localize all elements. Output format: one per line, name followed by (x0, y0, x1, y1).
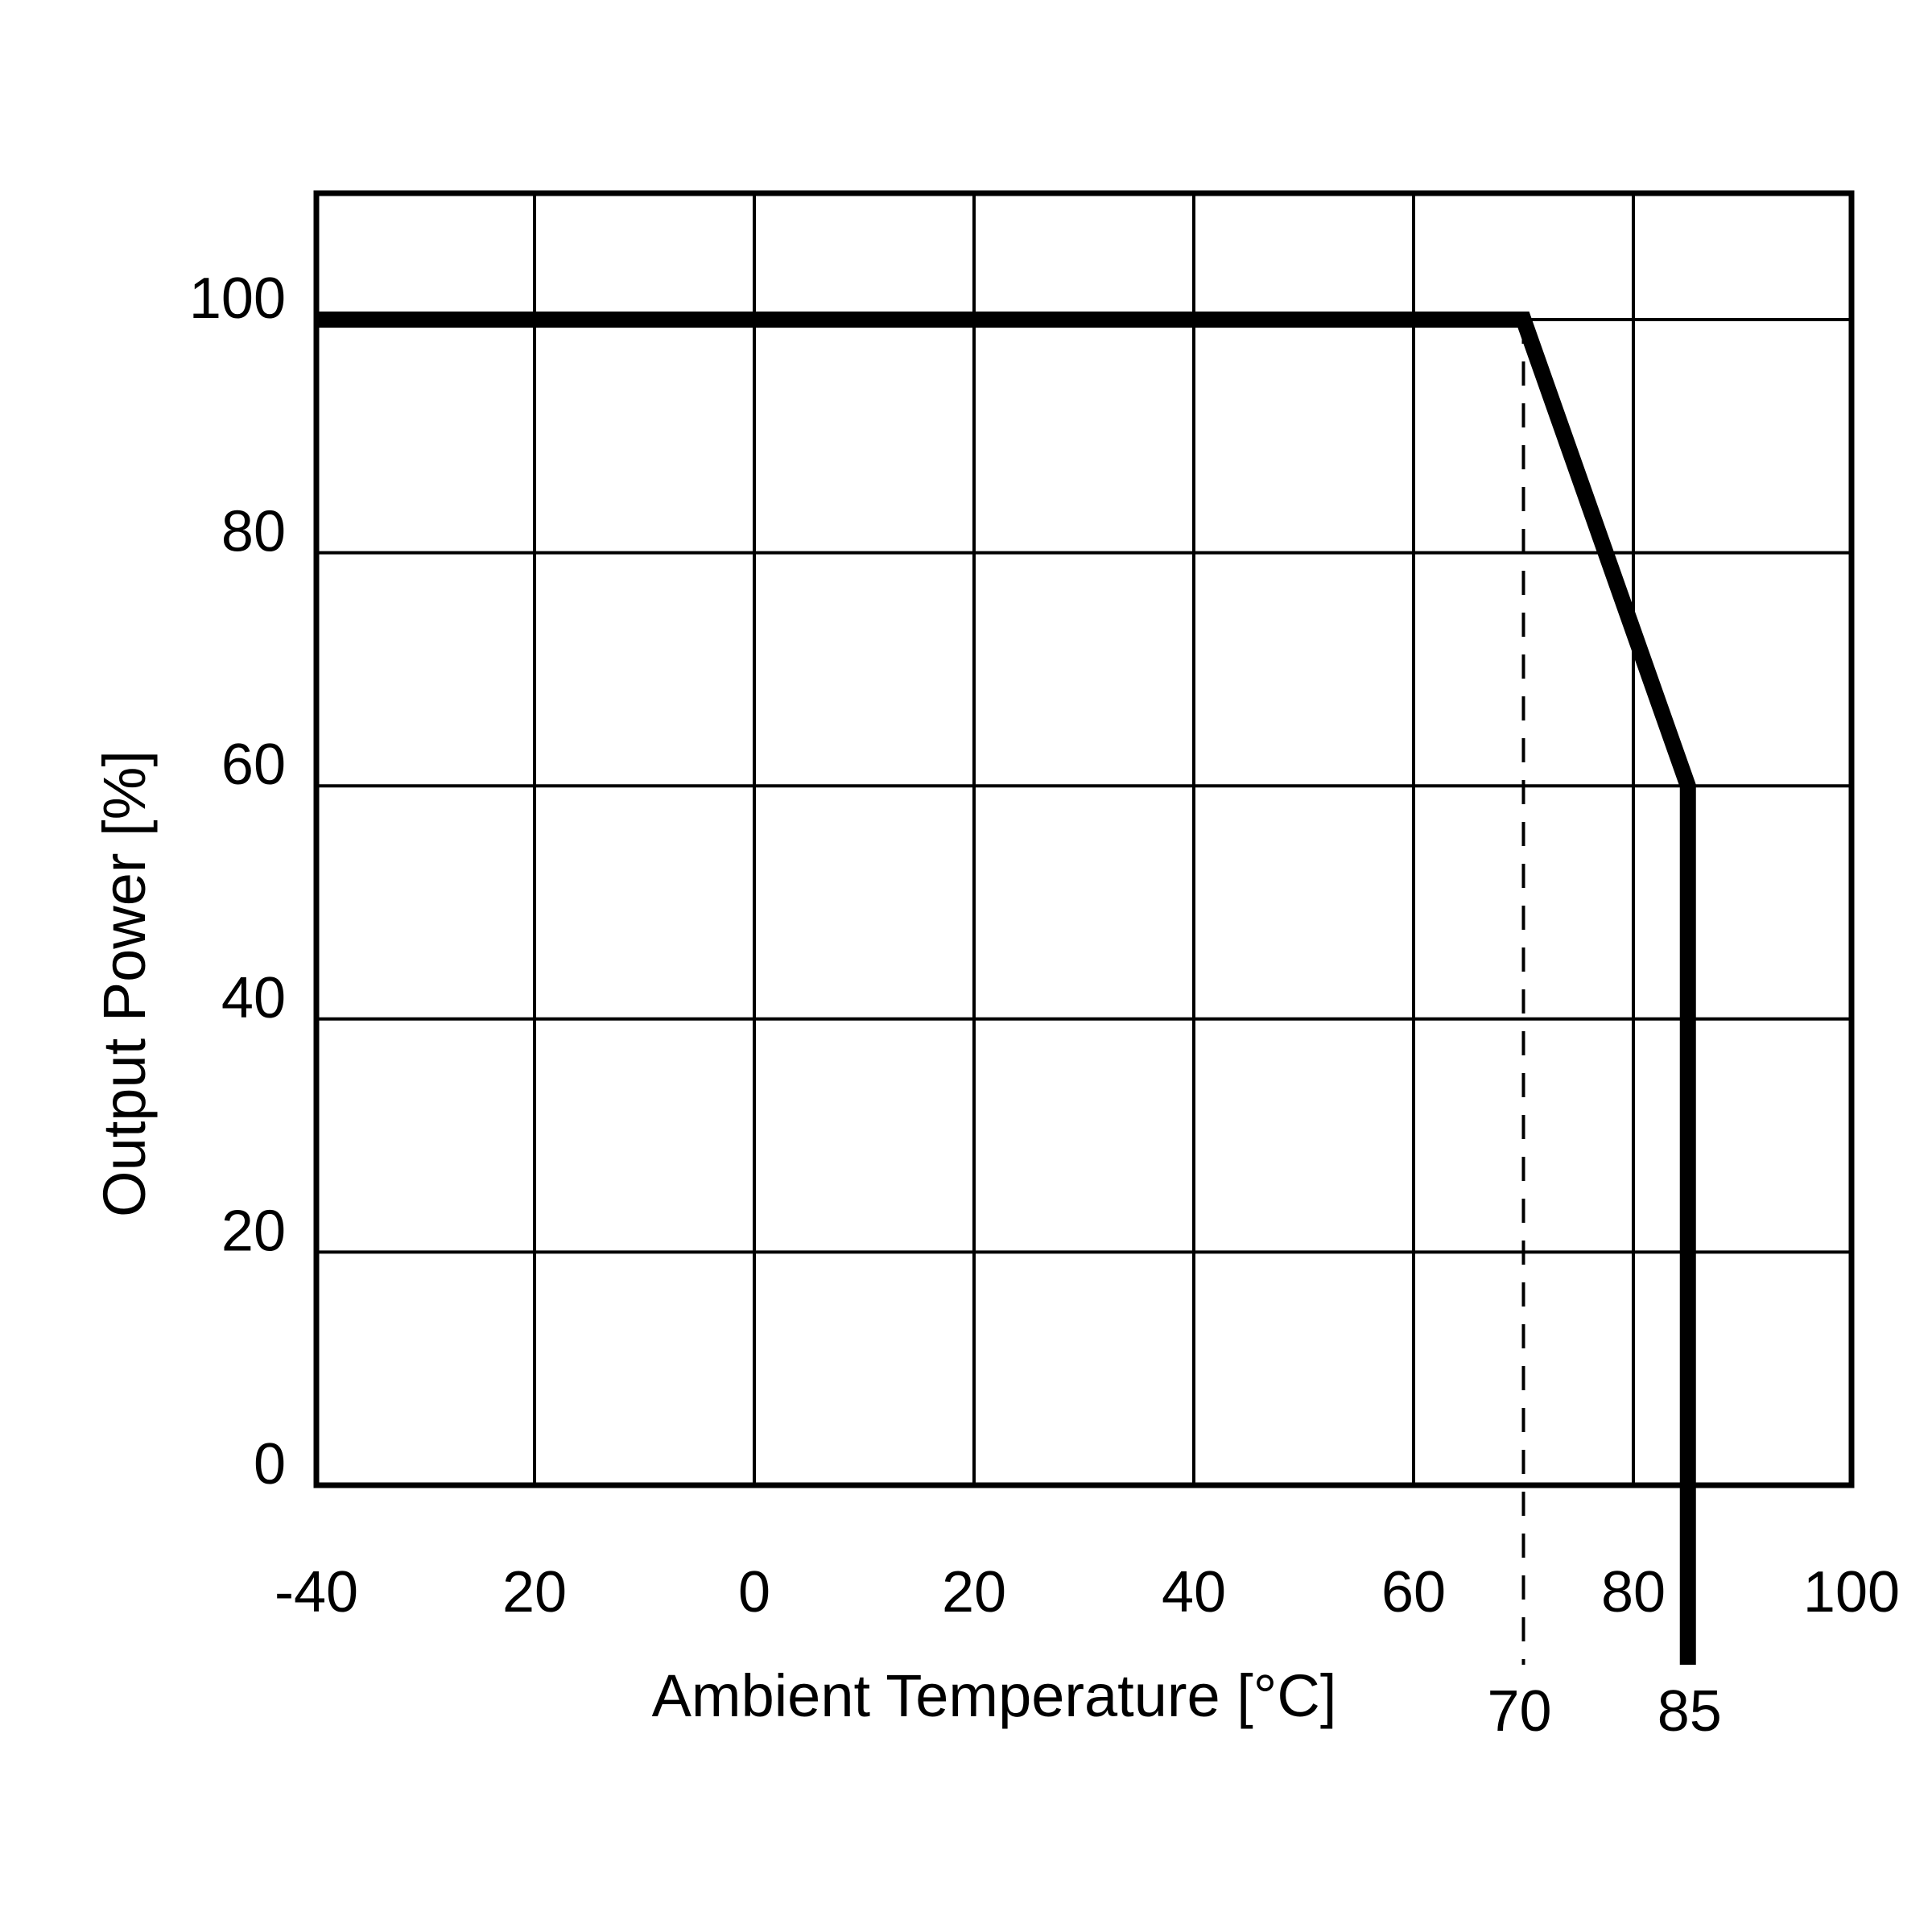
x-tick-label: 80 (1601, 1560, 1666, 1624)
x-tick-label: 20 (502, 1560, 567, 1624)
x-tick-label: 100 (1803, 1560, 1900, 1624)
y-tick-label: 100 (189, 266, 286, 331)
x-tick-label: 60 (1381, 1560, 1446, 1624)
plot-frame (313, 190, 1855, 1488)
y-tick-label: 80 (221, 500, 286, 564)
reference-line-label: 70 (1487, 1679, 1551, 1744)
y-axis-label: Output Power [%] (91, 750, 158, 1217)
x-tick-label: 20 (942, 1560, 1006, 1624)
x-tick-label: -40 (275, 1560, 358, 1624)
y-tick-label: 20 (221, 1199, 286, 1263)
y-tick-labels: 0 20 40 60 80 100 (189, 266, 286, 1496)
y-tick-label: 60 (221, 733, 286, 797)
grid-lines (316, 193, 1852, 1485)
curve-end-label: 85 (1657, 1679, 1722, 1744)
x-tick-label: 40 (1162, 1560, 1226, 1624)
series-layer (316, 312, 1696, 1665)
reference-lines: 70 (1487, 320, 1552, 1744)
x-tick-label: 0 (738, 1560, 770, 1624)
x-tick-labels: -40 20 0 20 40 60 80 100 (275, 1560, 1900, 1624)
annotations: 85 (1657, 1679, 1722, 1744)
y-tick-label: 40 (221, 966, 286, 1030)
x-axis-label: Ambient Temperature [°C] (652, 1662, 1337, 1729)
derating-curve (316, 312, 1696, 1665)
y-tick-label: 0 (254, 1432, 286, 1496)
